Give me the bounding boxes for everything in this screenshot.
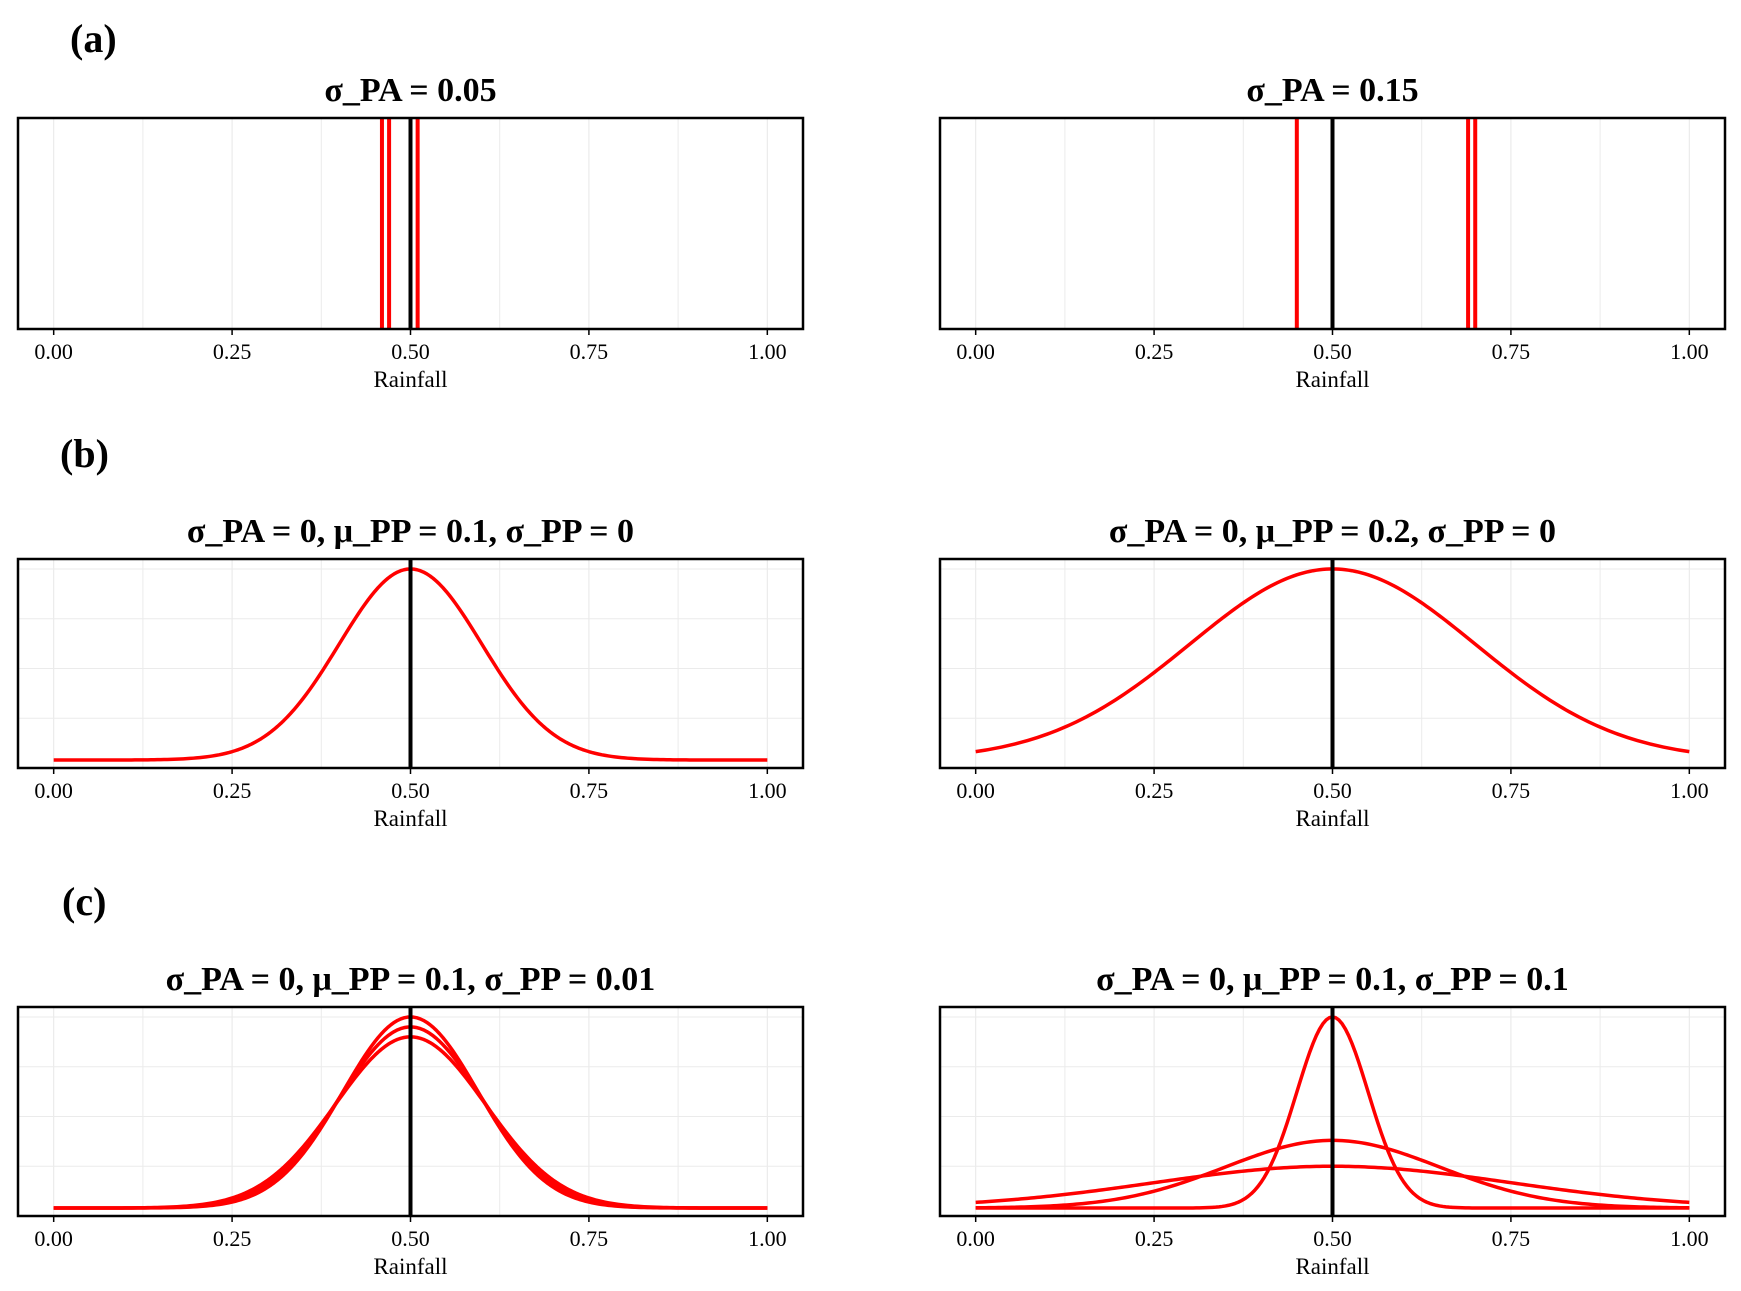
row-label-c: (c) (62, 879, 106, 924)
x-tick-label: 0.25 (1135, 1226, 1174, 1251)
x-tick-label: 0.25 (1135, 339, 1174, 364)
panel-1: σ_PA = 0.05 0.00 0.25 0.50 0.75 1.00 Rainfall (16, 72, 805, 392)
x-axis-title: Rainfall (1295, 1254, 1369, 1279)
row-label-b: (b) (60, 431, 109, 476)
x-tick-label: 0.75 (1492, 1226, 1531, 1251)
x-tick-label: 0.75 (1492, 778, 1531, 803)
x-tick-label: 0.50 (1313, 339, 1352, 364)
row-label-a: (a) (70, 16, 117, 61)
x-tick-label: 1.00 (748, 339, 787, 364)
x-tick-label: 1.00 (1670, 339, 1709, 364)
x-axis-title: Rainfall (373, 367, 447, 392)
x-tick-label: 0.75 (1492, 339, 1531, 364)
x-tick-label: 0.00 (34, 339, 73, 364)
panel-6: σ_PA = 0, μ_PP = 0.1, σ_PP = 0.1 0.00 0.25… (938, 961, 1727, 1279)
x-tick-label: 0.00 (956, 1226, 995, 1251)
x-tick-label: 0.00 (956, 778, 995, 803)
x-tick-label: 0.50 (391, 778, 430, 803)
x-tick-label: 1.00 (1670, 778, 1709, 803)
panel-3: σ_PA = 0, μ_PP = 0.1, σ_PP = 0 0.00 0.25 0.… (16, 513, 805, 831)
x-axis-title: Rainfall (373, 806, 447, 831)
x-tick-label: 0.50 (1313, 778, 1352, 803)
panel-title: σ_PA = 0.15 (1246, 72, 1418, 109)
x-tick-label: 0.75 (570, 778, 609, 803)
panel-title: σ_PA = 0, μ_PP = 0.2, σ_PP = 0 (1109, 513, 1556, 550)
x-tick-label: 0.50 (391, 1226, 430, 1251)
panel-5: σ_PA = 0, μ_PP = 0.1, σ_PP = 0.01 0.00 0.2… (16, 961, 805, 1279)
x-tick-label: 0.75 (570, 1226, 609, 1251)
x-tick-label: 0.00 (956, 339, 995, 364)
x-tick-label: 0.50 (391, 339, 430, 364)
x-axis-title: Rainfall (1295, 806, 1369, 831)
panel-title: σ_PA = 0, μ_PP = 0.1, σ_PP = 0 (187, 513, 634, 550)
x-tick-label: 0.25 (213, 339, 252, 364)
panel-title: σ_PA = 0.05 (324, 72, 496, 109)
x-axis-title: Rainfall (373, 1254, 447, 1279)
x-tick-label: 1.00 (748, 1226, 787, 1251)
panel-title: σ_PA = 0, μ_PP = 0.1, σ_PP = 0.1 (1096, 961, 1569, 998)
x-tick-label: 0.75 (570, 339, 609, 364)
panel-4: σ_PA = 0, μ_PP = 0.2, σ_PP = 0 0.00 0.25 0.… (938, 513, 1727, 831)
panel-2: σ_PA = 0.15 0.00 0.25 0.50 0.75 1.00 Rainfall (938, 72, 1727, 392)
x-tick-label: 1.00 (1670, 1226, 1709, 1251)
panel-title: σ_PA = 0, μ_PP = 0.1, σ_PP = 0.01 (166, 961, 656, 998)
x-tick-label: 0.25 (213, 778, 252, 803)
x-tick-label: 0.25 (1135, 778, 1174, 803)
x-tick-label: 0.00 (34, 1226, 73, 1251)
x-axis-title: Rainfall (1295, 367, 1369, 392)
x-tick-label: 0.00 (34, 778, 73, 803)
x-tick-label: 0.25 (213, 1226, 252, 1251)
x-tick-label: 0.50 (1313, 1226, 1352, 1251)
x-tick-label: 1.00 (748, 778, 787, 803)
